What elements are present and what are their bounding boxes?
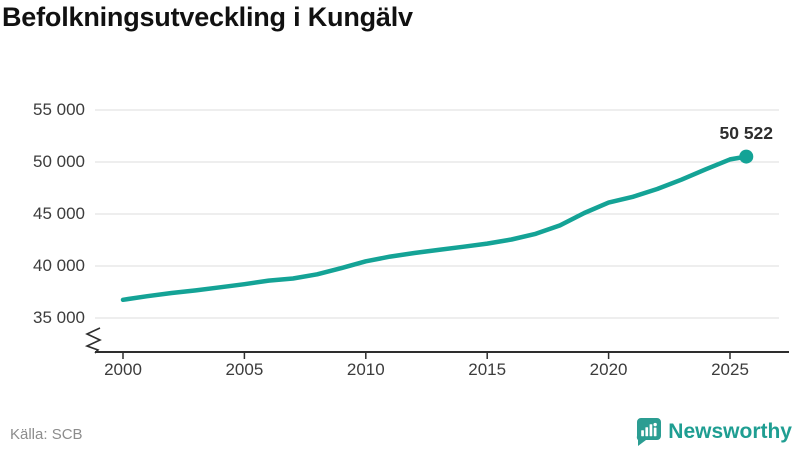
latest-point-dot [739, 149, 754, 164]
gridlines [95, 109, 779, 319]
axis-break-squiggle [84, 327, 102, 354]
x-tick-label: 2020 [589, 360, 628, 379]
y-tick-label: 50 000 [33, 152, 85, 171]
y-tick-label: 40 000 [33, 256, 85, 275]
x-tick-label: 2010 [346, 360, 385, 379]
population-series-line [120, 154, 749, 303]
x-tick-label: 2015 [468, 360, 507, 379]
newsworthy-logo-icon [637, 418, 662, 446]
source-label: Källa: SCB [10, 426, 83, 443]
x-axis-ticks [122, 352, 731, 359]
brand-logo: Newsworthy [634, 417, 792, 446]
brand-name: Newsworthy [668, 419, 792, 443]
y-tick-label: 55 000 [33, 100, 85, 119]
y-tick-label: 45 000 [33, 204, 85, 223]
y-tick-label: 35 000 [33, 308, 85, 327]
chart-title: Befolkningsutveckling i Kungälv [2, 2, 413, 32]
x-tick-label: 2000 [104, 360, 142, 379]
latest-value-label: 50 522 [719, 122, 774, 143]
x-tick-label: 2005 [225, 360, 264, 379]
x-tick-label: 2025 [711, 360, 749, 379]
